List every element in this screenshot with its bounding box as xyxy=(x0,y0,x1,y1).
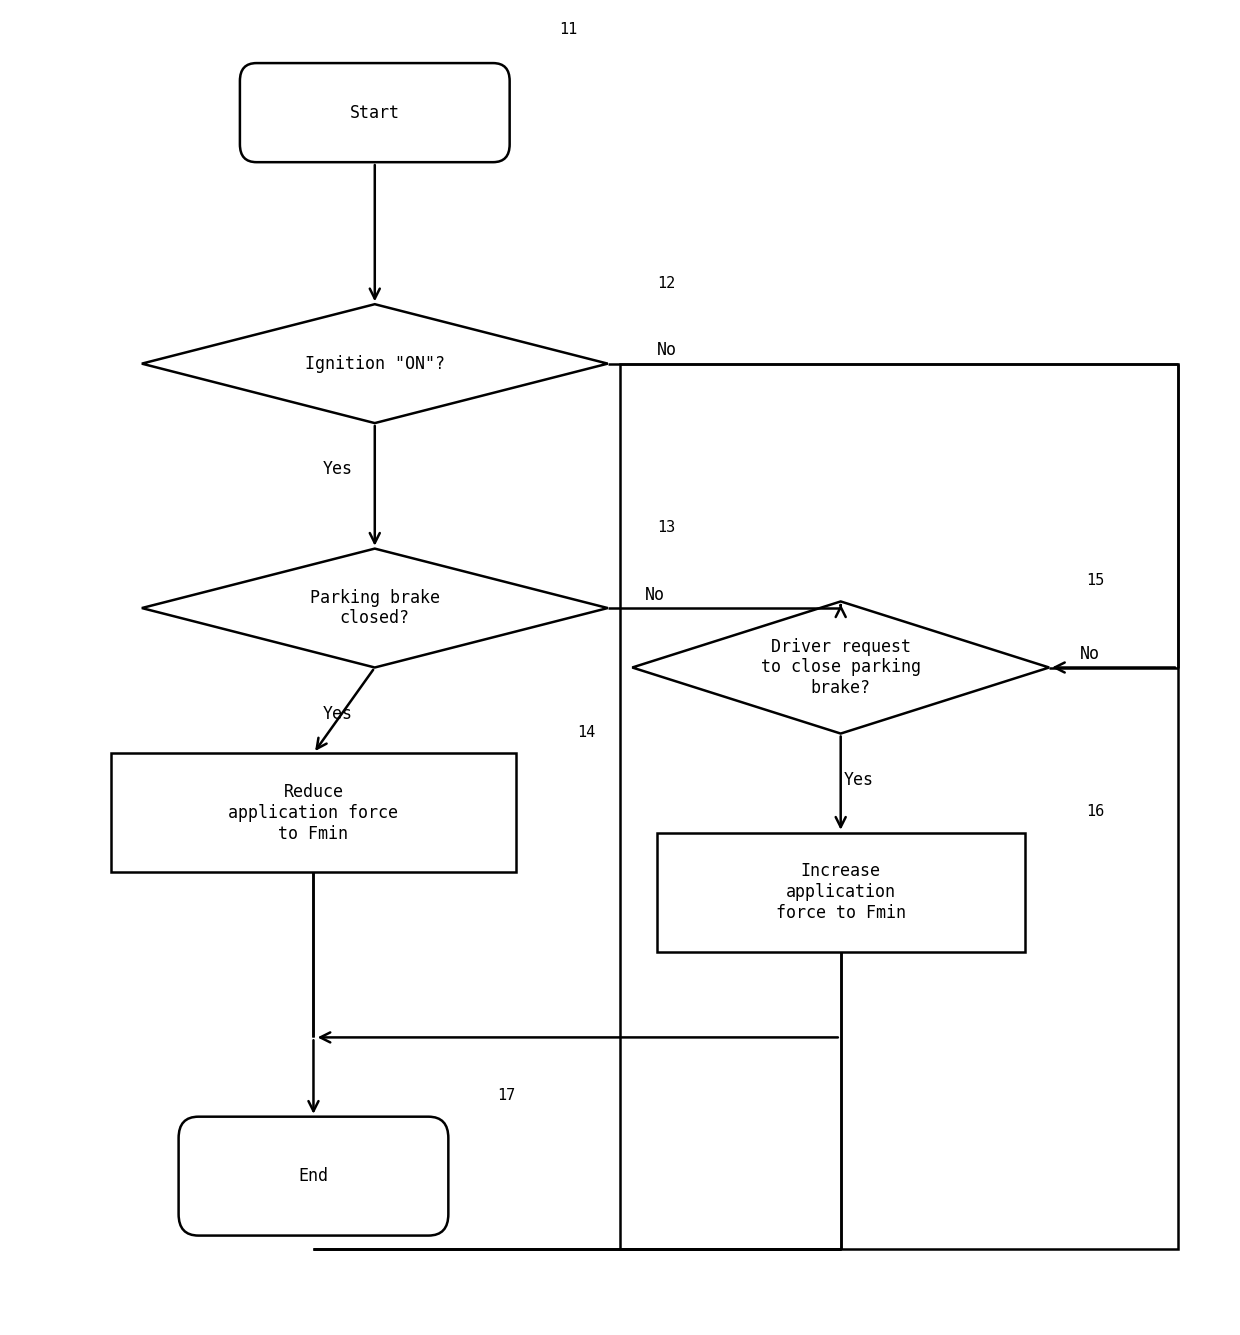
Bar xyxy=(112,753,516,872)
Polygon shape xyxy=(141,304,608,423)
Text: No: No xyxy=(645,586,665,603)
Bar xyxy=(620,363,1178,1248)
Text: 16: 16 xyxy=(1086,805,1104,820)
FancyBboxPatch shape xyxy=(179,1116,449,1236)
Text: End: End xyxy=(299,1167,329,1185)
Text: No: No xyxy=(657,342,677,359)
Text: 15: 15 xyxy=(1086,573,1104,589)
Text: 17: 17 xyxy=(497,1088,516,1104)
Text: Ignition "ON"?: Ignition "ON"? xyxy=(305,355,445,372)
Text: Start: Start xyxy=(350,104,399,121)
Text: Parking brake
closed?: Parking brake closed? xyxy=(310,589,440,627)
Text: 13: 13 xyxy=(657,521,675,535)
Text: 12: 12 xyxy=(657,276,675,291)
Text: Yes: Yes xyxy=(322,461,353,478)
Text: Increase
application
force to Fmin: Increase application force to Fmin xyxy=(776,862,905,922)
FancyBboxPatch shape xyxy=(239,63,510,162)
Text: No: No xyxy=(1080,645,1100,663)
Text: Yes: Yes xyxy=(844,770,874,789)
Text: 14: 14 xyxy=(577,725,595,740)
Polygon shape xyxy=(141,549,608,668)
Text: Yes: Yes xyxy=(322,705,353,722)
Text: 11: 11 xyxy=(559,21,577,36)
Text: Driver request
to close parking
brake?: Driver request to close parking brake? xyxy=(760,638,921,697)
Polygon shape xyxy=(632,602,1049,733)
Text: Reduce
application force
to Fmin: Reduce application force to Fmin xyxy=(228,784,398,842)
Bar xyxy=(657,833,1024,952)
